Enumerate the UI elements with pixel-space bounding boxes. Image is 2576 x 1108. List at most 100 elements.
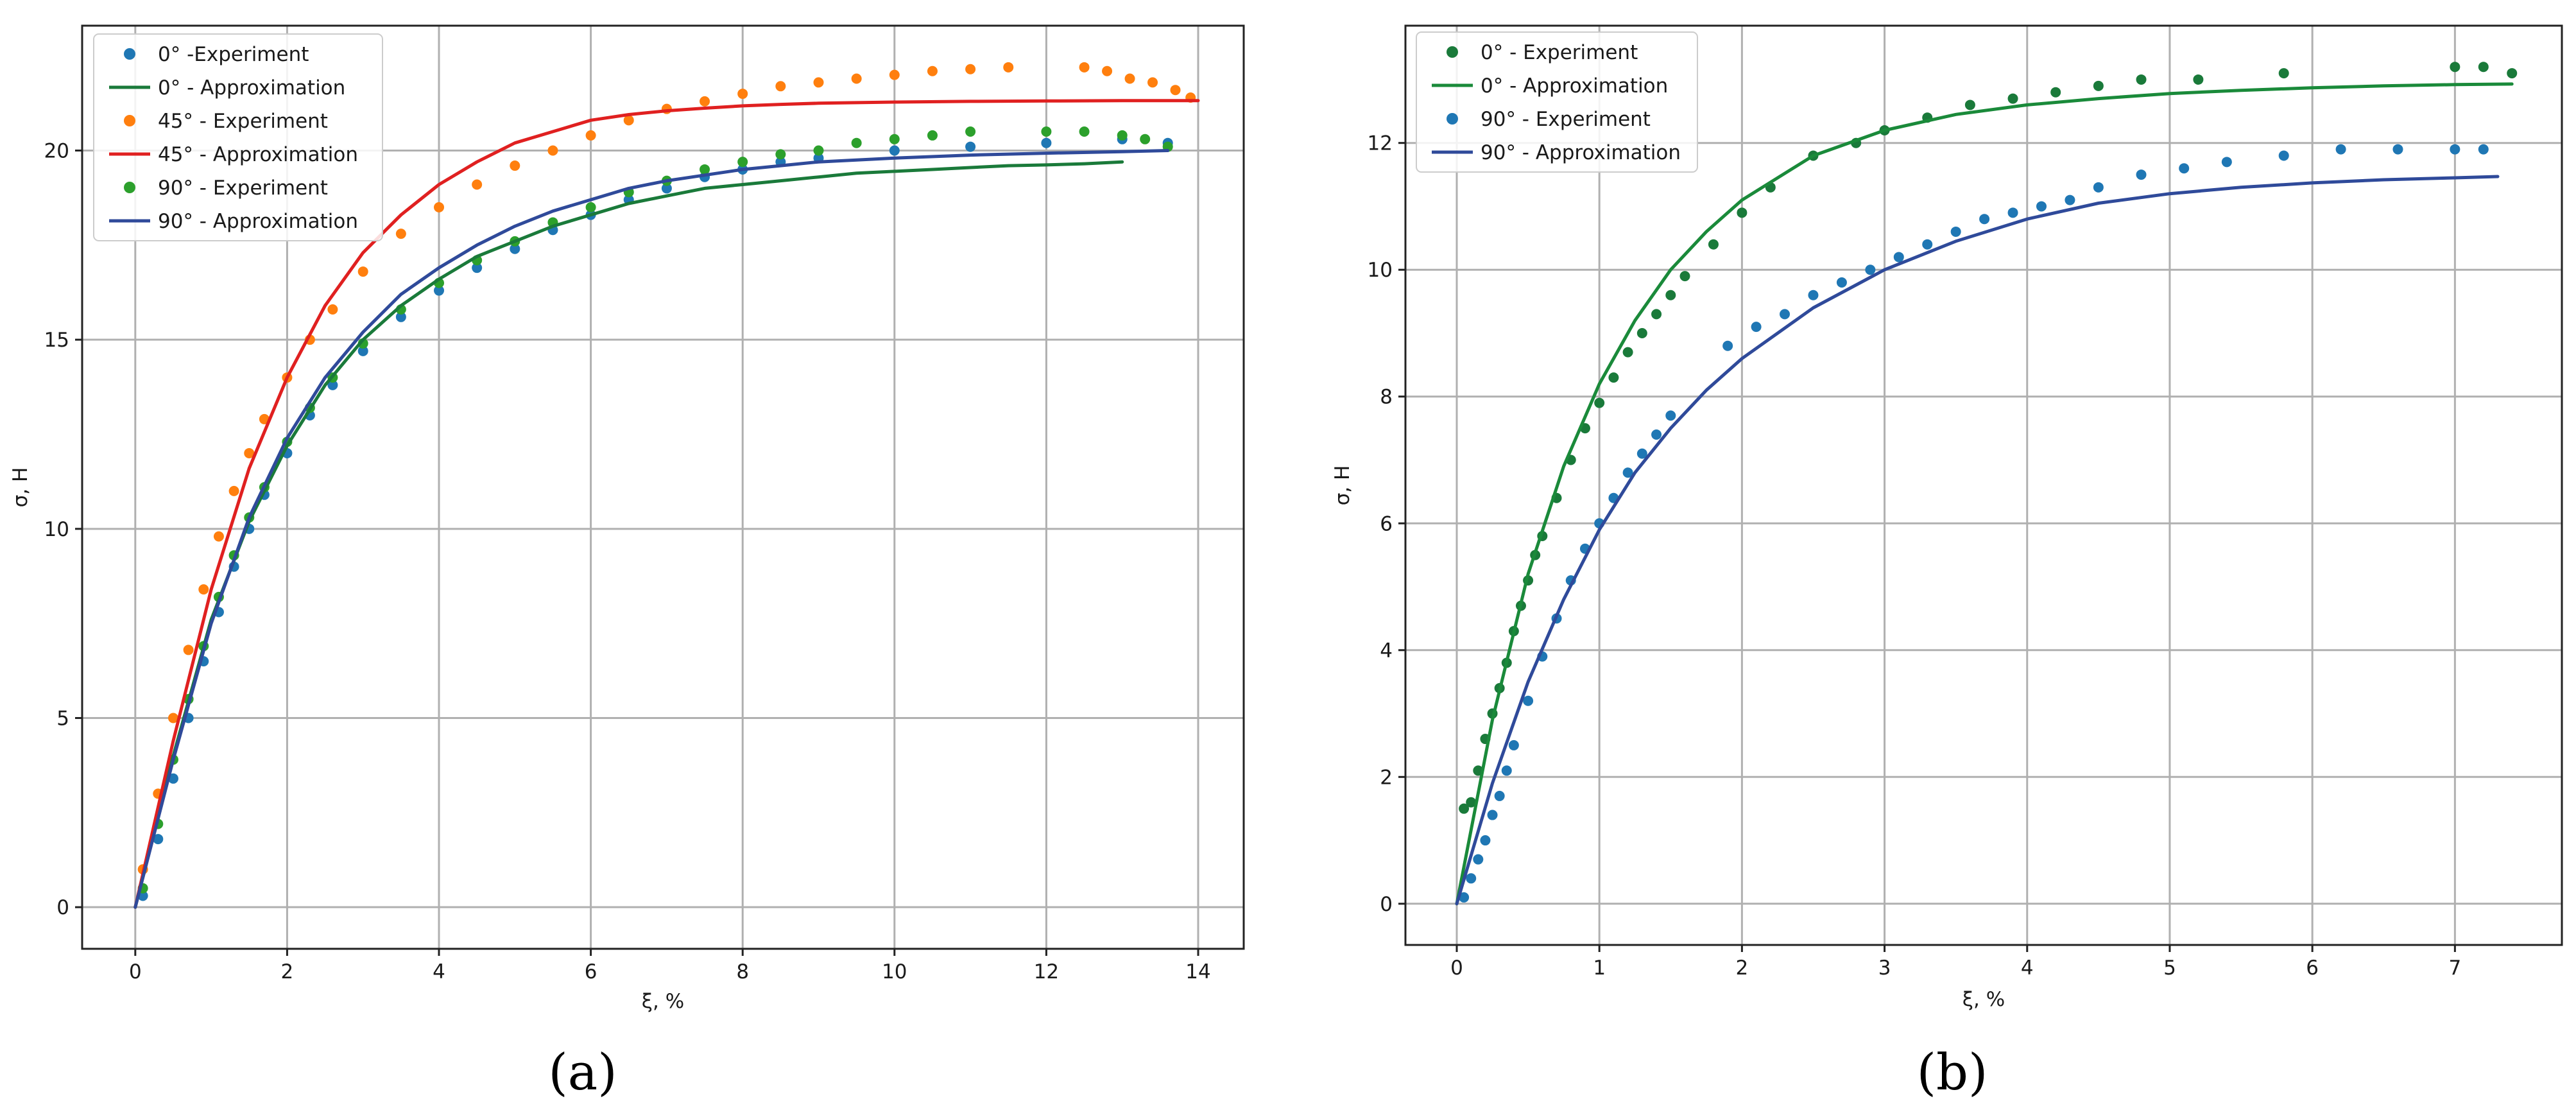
panel-a-point-90deg-experiment	[889, 134, 900, 144]
panel-b-point-0deg-experiment	[1708, 239, 1719, 250]
panel-b-point-0deg-experiment	[1737, 207, 1747, 218]
panel-b-point-90deg-experiment	[1508, 740, 1519, 750]
panel-a-point-45deg-experiment	[327, 304, 338, 315]
panel-b-legend: 0° - Experiment 0° - Approximation 90° - E…	[1416, 31, 1698, 173]
panel-a-y-tick-label: 15	[44, 329, 69, 352]
panel-b-point-90deg-experiment	[1893, 252, 1904, 263]
panel-a-point-0deg-experiment	[357, 345, 368, 356]
panel-b-y-tick-label: 12	[1368, 132, 1393, 155]
panel-a-point-0deg-experiment	[965, 141, 976, 152]
panel-b-point-90deg-experiment	[1636, 448, 1647, 459]
panel-b-y-tick-label: 10	[1368, 259, 1393, 282]
panel-a-legend-item: 0° - Approximation	[109, 76, 345, 100]
panel-a-point-90deg-experiment	[813, 145, 824, 156]
panel-a-legend-box	[93, 33, 383, 241]
panel-a-ticks: 0 2 4 6 8 10 12 14 0 5 10 15 20	[44, 139, 1211, 983]
panel-b-legend-entries: 0° - Experiment 0° - Approximation 90° - E…	[1432, 41, 1681, 164]
panel-a-point-45deg-experiment	[198, 584, 209, 595]
panel-b-x-tick-label: 1	[1593, 957, 1606, 980]
panel-a-point-45deg-experiment	[1102, 65, 1113, 76]
panel-b-y-tick-label: 2	[1380, 766, 1393, 789]
panel-a-line-45deg-approximation	[133, 99, 1200, 909]
panel-b-point-90deg-experiment	[1665, 410, 1676, 421]
panel-a-point-90deg-experiment	[775, 149, 786, 160]
panel-a-point-90deg-experiment	[585, 202, 596, 212]
panel-b-point-0deg-experiment	[1679, 271, 1690, 282]
panel-a-point-45deg-experiment	[510, 160, 520, 171]
panel-a-point-45deg-experiment	[889, 69, 900, 80]
panel-a-point-90deg-experiment	[1079, 126, 1090, 137]
panel-b-point-90deg-experiment	[1780, 309, 1790, 320]
panel-b-y-axis-label: σ, H	[1331, 465, 1354, 506]
panel-b-point-90deg-experiment	[1836, 277, 1847, 288]
panel-a-point-45deg-experiment	[434, 202, 445, 212]
panel-b-point-90deg-experiment	[2007, 207, 2018, 218]
panel-a-point-45deg-experiment	[700, 96, 710, 107]
panel-b-legend-item: 90° - Approximation	[1432, 141, 1681, 164]
panel-b-point-90deg-experiment	[2335, 144, 2346, 155]
panel-a-point-45deg-experiment	[965, 64, 976, 74]
panel-a-legend-label: 45° - Experiment	[158, 110, 328, 133]
panel-a-y-tick-label: 20	[44, 139, 69, 162]
panel-b-x-tick-label: 6	[2306, 957, 2319, 980]
panel-a-x-tick-label: 4	[433, 960, 445, 983]
panel-b-point-0deg-experiment	[2478, 62, 2489, 73]
panel-a-point-45deg-experiment	[623, 115, 634, 126]
panel-a-point-45deg-experiment	[244, 447, 255, 458]
panel-b-point-0deg-experiment	[2450, 62, 2460, 73]
panel-a-legend-label: 90° - Approximation	[158, 210, 358, 233]
panel-a-point-90deg-experiment	[965, 126, 976, 137]
panel-a-point-90deg-experiment	[700, 164, 710, 175]
panel-b-line-0deg-approximation	[1455, 82, 2514, 906]
panel-b-point-0deg-experiment	[2193, 74, 2204, 85]
panel-b-point-0deg-experiment	[2136, 74, 2147, 85]
panel-a-x-tick-label: 14	[1185, 960, 1210, 983]
panel-b-point-0deg-experiment	[2278, 68, 2289, 79]
panel-a-point-0deg-experiment	[395, 311, 406, 322]
panel-a-line-90deg-approximation	[133, 149, 1170, 909]
panel-a-x-tick-label: 6	[585, 960, 597, 983]
panel-a-point-45deg-experiment	[813, 77, 824, 88]
panel-a-x-tick-label: 12	[1034, 960, 1059, 983]
panel-b-point-90deg-experiment	[1922, 239, 1933, 250]
panel-a-legend-item: 90° - Experiment	[124, 177, 328, 200]
panel-a-point-45deg-experiment	[851, 73, 862, 84]
panel-b-point-90deg-experiment	[1865, 264, 1876, 275]
panel-a-series-45deg-experiment	[137, 62, 1196, 875]
panel-b-point-0deg-experiment	[2507, 68, 2518, 79]
panel-a-point-0deg-experiment	[153, 834, 164, 845]
panel-b-legend-item: 90° - Experiment	[1447, 108, 1651, 131]
panel-a-legend-marker	[124, 48, 135, 60]
panel-b-point-0deg-experiment	[1665, 290, 1676, 300]
panel-b-point-90deg-experiment	[1651, 429, 1662, 440]
panel-b-point-90deg-experiment	[2179, 163, 2190, 174]
panel-a-point-0deg-experiment	[510, 243, 520, 254]
panel-b-legend-marker	[1447, 113, 1458, 125]
panel-a-point-45deg-experiment	[585, 130, 596, 141]
panel-b-point-0deg-experiment	[1964, 100, 1975, 110]
panel-b-point-90deg-experiment	[2136, 169, 2147, 180]
panel-b-x-tick-label: 5	[2163, 957, 2176, 980]
panel-a-caption: (a)	[548, 1044, 617, 1102]
panel-a-x-tick-label: 8	[736, 960, 749, 983]
panel-b-y-tick-label: 0	[1380, 893, 1393, 916]
panel-a-point-0deg-experiment	[327, 379, 338, 390]
panel-a-point-0deg-experiment	[472, 263, 483, 273]
panel-b-x-tick-label: 2	[1736, 957, 1749, 980]
panel-b-point-90deg-experiment	[1494, 790, 1505, 801]
panel-a-legend-entries: 0° -Experiment 0° - Approximation 45° - Ex…	[109, 43, 358, 233]
panel-b-point-90deg-experiment	[1751, 322, 1762, 333]
panel-a-point-0deg-experiment	[661, 183, 672, 194]
panel-b-x-tick-label: 7	[2448, 957, 2461, 980]
panel-a-x-tick-label: 0	[129, 960, 142, 983]
panel-a-legend-label: 0° -Experiment	[158, 43, 309, 66]
panel-a-point-45deg-experiment	[183, 645, 194, 655]
panel-a-point-45deg-experiment	[927, 65, 938, 76]
panel-a-x-axis-label: ξ, %	[642, 990, 684, 1013]
panel-b-point-90deg-experiment	[2478, 144, 2489, 155]
panel-a-point-45deg-experiment	[357, 266, 368, 277]
panel-b-legend-item: 0° - Experiment	[1447, 41, 1638, 64]
panel-b-point-90deg-experiment	[1480, 835, 1491, 846]
panel-a-point-90deg-experiment	[737, 157, 748, 168]
panel-a-point-90deg-experiment	[851, 137, 862, 148]
